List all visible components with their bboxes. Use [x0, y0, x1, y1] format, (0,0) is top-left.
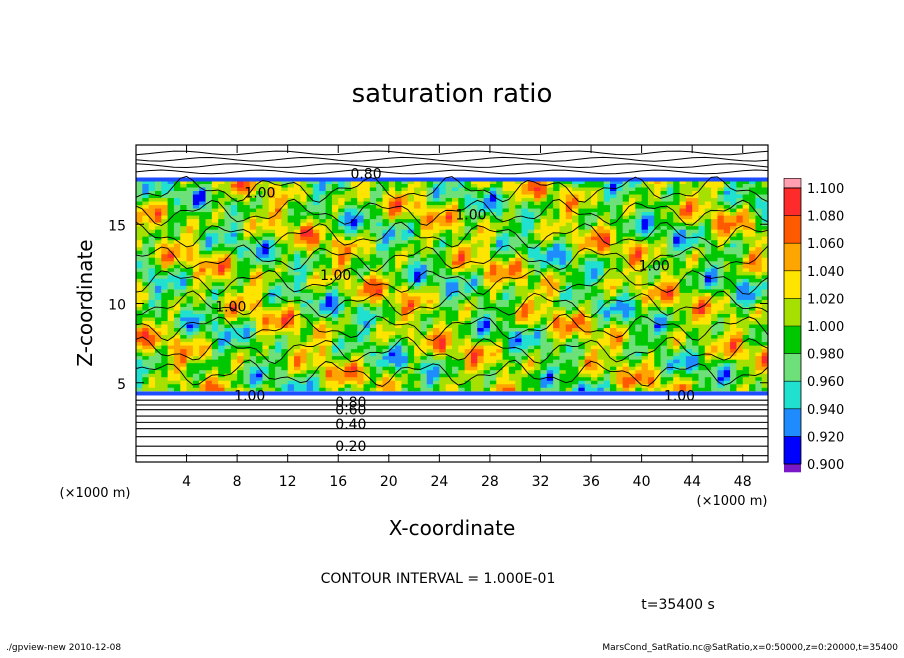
- x-tick-label: 12: [279, 474, 297, 490]
- x-tick-label: 8: [233, 474, 242, 490]
- colorbar-band: [784, 216, 801, 244]
- x-tick-label: 16: [329, 474, 347, 490]
- contour-label: 1.00: [215, 300, 246, 316]
- colorbar: 1.100 1.080 1.060 1.040 1.020 1.000 0.980 0.960…: [784, 178, 844, 473]
- time-label: t=35400 s: [641, 597, 715, 613]
- x-tick-label: 28: [481, 474, 499, 490]
- colorbar-band: [784, 354, 801, 382]
- footer-left: ./gpview-new 2010-12-08: [6, 643, 121, 653]
- contour-label: 1.00: [664, 388, 695, 404]
- x-tick-label: 36: [582, 474, 600, 490]
- contour-label: 0.20: [335, 439, 366, 455]
- colorbar-cap-top: [784, 178, 801, 188]
- colorbar-label: 1.100: [807, 182, 844, 197]
- contour-label: 1.00: [244, 186, 275, 202]
- footer-right: MarsCond_SatRatio.nc@SatRatio,x=0:50000,…: [602, 643, 898, 653]
- contour-label: 1.00: [234, 388, 265, 404]
- colorbar-label: 0.980: [807, 348, 844, 363]
- colorbar-label: 0.900: [807, 458, 844, 473]
- x-tick-label: 20: [380, 474, 398, 490]
- y-tick-label: 15: [108, 218, 126, 234]
- colorbar-label: 0.960: [807, 375, 844, 390]
- contour-interval-label: CONTOUR INTERVAL = 1.000E-01: [321, 571, 556, 587]
- contour-label: 0.40: [335, 417, 366, 433]
- colorbar-band: [784, 436, 801, 464]
- colorbar-band: [784, 188, 801, 216]
- x-tick-label: 44: [683, 474, 701, 490]
- y-axis-label: Z-coordinate: [73, 239, 97, 366]
- colorbar-band: [784, 409, 801, 437]
- y-tick-label: 5: [117, 377, 126, 393]
- colorbar-label: 1.080: [807, 210, 844, 225]
- colorbar-label: 1.020: [807, 292, 844, 307]
- x-axis-unit: (×1000 m): [697, 494, 768, 509]
- contour-label: 1.00: [455, 208, 486, 224]
- colorbar-band: [784, 298, 801, 326]
- contour-label: 0.80: [350, 167, 381, 183]
- colorbar-cap-bottom: [784, 464, 801, 472]
- x-tick-label: 32: [532, 474, 550, 490]
- colorbar-label: 1.040: [807, 265, 844, 280]
- colorbar-band: [784, 271, 801, 299]
- colorbar-band: [784, 326, 801, 354]
- contour-label: 1.00: [639, 258, 670, 274]
- x-tick-label: 24: [430, 474, 448, 490]
- colorbar-label: 0.920: [807, 430, 844, 445]
- colorbar-label: 0.940: [807, 403, 844, 418]
- x-tick-label: 40: [633, 474, 651, 490]
- y-tick-label: 10: [108, 298, 126, 314]
- colorbar-band: [784, 381, 801, 409]
- colorbar-label: 1.000: [807, 320, 844, 335]
- x-tick-label: 4: [182, 474, 191, 490]
- contour-label: 1.00: [320, 268, 351, 284]
- x-tick-label: 48: [734, 474, 752, 490]
- colorbar-label: 1.060: [807, 237, 844, 252]
- y-axis-unit: (×1000 m): [60, 486, 131, 501]
- x-axis-label: X-coordinate: [389, 516, 516, 540]
- chart-title: saturation ratio: [352, 79, 553, 109]
- colorbar-band: [784, 243, 801, 271]
